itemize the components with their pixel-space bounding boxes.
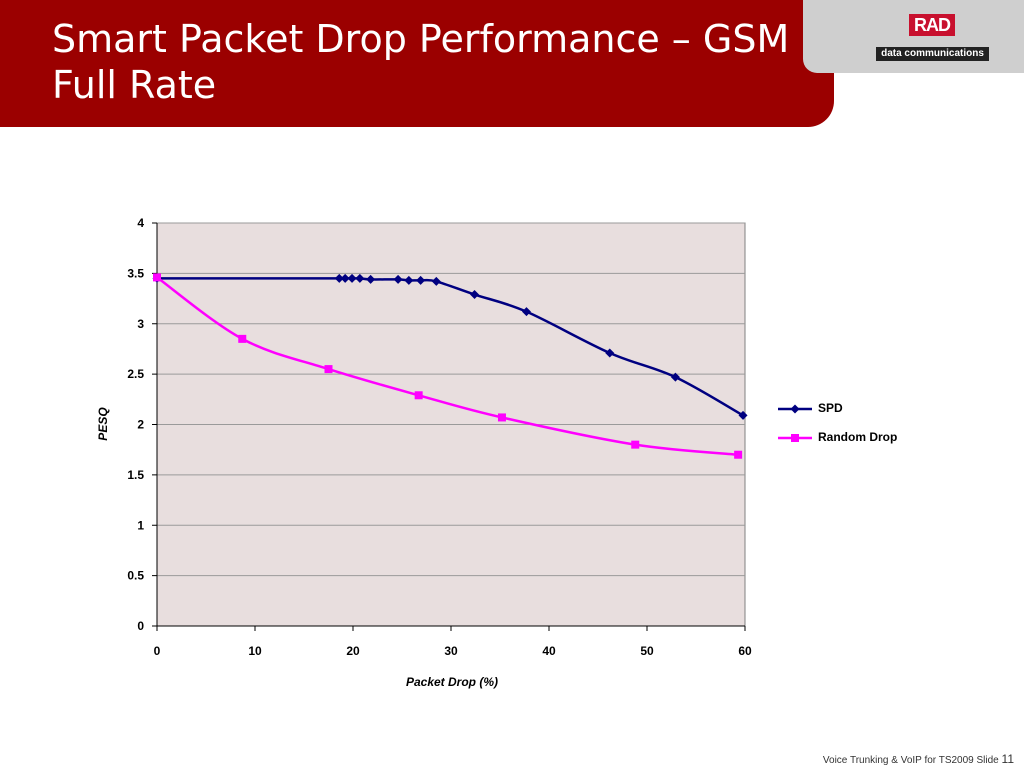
y-tick-label: 2 (137, 418, 144, 432)
y-tick-label: 3 (137, 317, 144, 331)
logo-subtitle: data communications (876, 47, 989, 61)
x-tick-label: 40 (542, 644, 556, 658)
legend-label-spd: SPD (818, 401, 843, 415)
footer-text: Voice Trunking & VoIP for TS2009 Slide (822, 755, 999, 766)
y-tick-label: 1 (137, 518, 144, 532)
y-tick-label: 4 (137, 216, 144, 230)
legend-marker-random-drop (791, 434, 799, 442)
data-point-random-drop (324, 365, 333, 374)
data-point-spd (521, 307, 531, 317)
data-point-random-drop (631, 440, 640, 449)
data-point-spd (670, 372, 680, 382)
x-tick-label: 10 (248, 644, 262, 658)
data-point-random-drop (153, 273, 161, 282)
data-point-spd (393, 274, 403, 284)
title-bar (0, 0, 834, 127)
data-point-spd (431, 276, 441, 286)
y-axis-title: PESQ (96, 407, 110, 441)
y-tick-label: 3.5 (127, 266, 144, 280)
legend-label-random-drop: Random Drop (818, 430, 897, 444)
x-tick-label: 30 (444, 644, 458, 658)
y-tick-label: 0.5 (127, 569, 144, 583)
y-tick-label: 0 (137, 619, 144, 633)
data-point-spd (355, 273, 365, 283)
x-tick-label: 20 (346, 644, 360, 658)
data-point-spd (470, 290, 480, 300)
x-axis-title: Packet Drop (%) (406, 675, 498, 689)
data-point-random-drop (238, 334, 247, 343)
data-point-random-drop (414, 391, 423, 400)
data-point-spd (416, 275, 426, 285)
data-point-spd (605, 348, 615, 358)
footer: Voice Trunking & VoIP for TS2009 Slide 1… (823, 752, 1014, 766)
x-tick-label: 0 (154, 644, 161, 658)
data-point-spd (404, 275, 414, 285)
data-point-spd (347, 273, 357, 283)
x-tick-label: 50 (640, 644, 654, 658)
slide-number: 11 (1001, 752, 1014, 766)
data-point-spd (334, 273, 344, 283)
y-tick-label: 2.5 (127, 367, 144, 381)
y-tick-label: 1.5 (127, 468, 144, 482)
legend-marker-spd (790, 404, 800, 414)
data-point-spd (366, 274, 376, 284)
x-tick-label: 60 (738, 644, 752, 658)
rad-logo: RAD (909, 14, 955, 36)
slide-title: Smart Packet Drop Performance – GSM Full… (52, 17, 790, 107)
data-point-spd (738, 410, 748, 420)
data-point-spd (340, 273, 350, 283)
data-point-random-drop (734, 450, 743, 459)
data-point-random-drop (497, 413, 506, 422)
